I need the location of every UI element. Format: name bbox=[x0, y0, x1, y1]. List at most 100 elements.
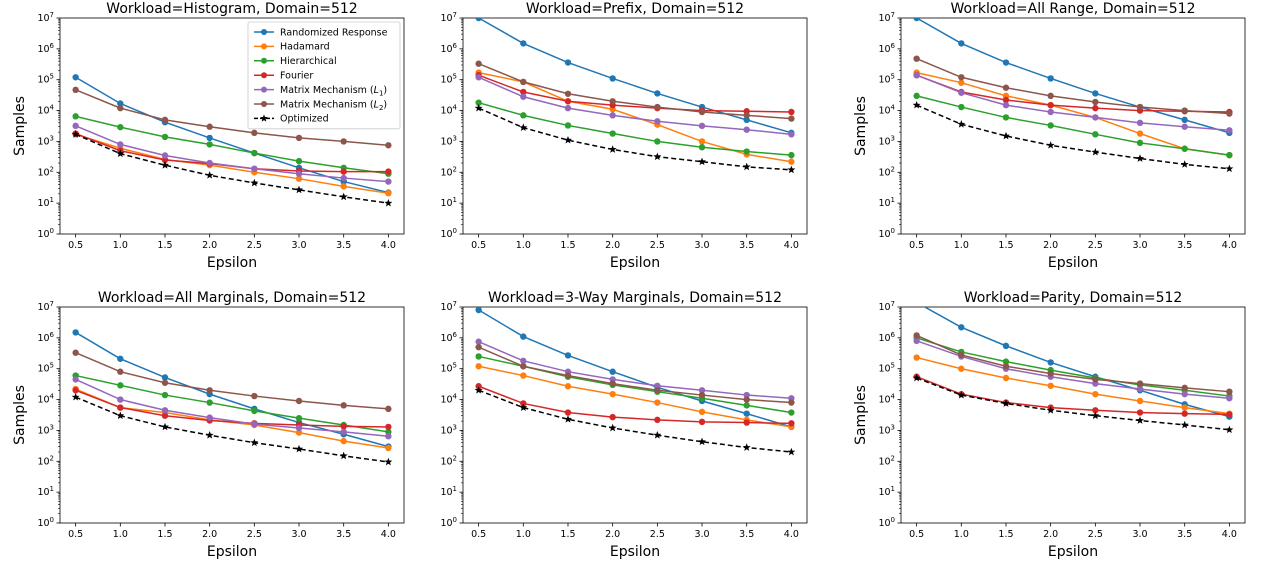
series-line-optimized bbox=[75, 133, 389, 204]
data-point-optimized bbox=[384, 457, 393, 466]
legend-marker bbox=[261, 29, 267, 35]
data-point-optimized bbox=[563, 135, 572, 144]
data-point-matrix-mechanism-l1 bbox=[1136, 119, 1144, 127]
data-point-hierarchical bbox=[1092, 131, 1099, 138]
legend-marker bbox=[261, 43, 267, 50]
data-point-matrix-mechanism-l1 bbox=[913, 337, 920, 345]
y-tick-label: 106 bbox=[878, 42, 895, 55]
series-line-hadamard bbox=[75, 133, 389, 194]
series-line-optimized bbox=[916, 104, 1230, 170]
x-tick-label: 3.0 bbox=[1132, 240, 1147, 251]
data-point-fourier bbox=[1136, 409, 1144, 416]
data-point-optimized bbox=[653, 431, 662, 439]
subplot-2: Workload=Prefix, Domain=512 Epsilon 0.5 1.0… bbox=[440, 1, 808, 271]
y-tick-label: 103 bbox=[878, 134, 895, 147]
data-point-hadamard bbox=[913, 354, 920, 361]
data-point-matrix-mechanism-l1 bbox=[913, 72, 920, 79]
data-point-optimized bbox=[474, 386, 483, 394]
data-point-matrix-mechanism-l1 bbox=[72, 376, 79, 383]
data-point-matrix-mechanism-l2 bbox=[743, 112, 750, 119]
data-point-optimized bbox=[519, 123, 528, 132]
data-point-matrix-mechanism-l2 bbox=[520, 78, 527, 86]
data-point-fourier bbox=[520, 88, 527, 96]
data-point-optimized bbox=[563, 415, 572, 423]
data-point-optimized bbox=[1136, 154, 1145, 162]
data-point-matrix-mechanism-l2 bbox=[72, 86, 79, 94]
x-tick-label: 2.0 bbox=[1043, 529, 1058, 540]
data-point-fourier bbox=[340, 168, 347, 175]
data-point-hadamard bbox=[1002, 374, 1010, 382]
data-point-matrix-mechanism-l1 bbox=[1226, 395, 1233, 402]
y-axis-label: Samples bbox=[853, 385, 869, 445]
data-point-hadamard bbox=[340, 437, 347, 445]
data-point-matrix-mechanism-l2 bbox=[1136, 380, 1144, 387]
y-tick-label: 102 bbox=[440, 165, 457, 178]
y-tick-label: 106 bbox=[440, 42, 457, 55]
y-tick-label: 104 bbox=[440, 393, 457, 406]
data-point-matrix-mechanism-l2 bbox=[564, 90, 572, 97]
data-point-fourier bbox=[788, 108, 795, 116]
y-tick-label: 105 bbox=[440, 73, 457, 86]
data-point-hierarchical bbox=[609, 130, 616, 137]
data-point-matrix-mechanism-l2 bbox=[609, 380, 616, 387]
subplot-5: Workload=3-Way Marginals, Domain=512 Epsi… bbox=[440, 290, 808, 560]
data-point-hierarchical bbox=[1047, 122, 1054, 129]
data-point-optimized bbox=[787, 165, 796, 174]
data-point-optimized bbox=[1225, 425, 1234, 434]
data-point-hierarchical bbox=[1136, 139, 1144, 147]
data-point-hadamard bbox=[295, 429, 303, 436]
data-point-matrix-mechanism-l1 bbox=[520, 357, 527, 365]
x-tick-label: 2.0 bbox=[1043, 240, 1058, 251]
y-tick-label: 101 bbox=[37, 196, 54, 209]
axes-frame bbox=[462, 306, 808, 524]
data-point-hierarchical bbox=[206, 141, 213, 148]
series-line-optimized bbox=[478, 389, 792, 453]
chart-title: Workload=Histogram, Domain=512 bbox=[106, 1, 357, 17]
data-point-fourier bbox=[698, 418, 706, 426]
data-point-optimized bbox=[116, 411, 125, 420]
subplot-3: Workload=All Range, Domain=512 Epsilon Sam… bbox=[853, 1, 1246, 271]
data-point-randomized-response bbox=[475, 18, 482, 22]
data-point-matrix-mechanism-l2 bbox=[1002, 363, 1010, 370]
data-point-matrix-mechanism-l1 bbox=[743, 126, 750, 133]
y-tick-label: 100 bbox=[440, 227, 457, 240]
series-line-hierarchical bbox=[75, 374, 389, 433]
data-point-matrix-mechanism-l1 bbox=[1181, 390, 1188, 398]
data-point-matrix-mechanism-l2 bbox=[1002, 84, 1010, 91]
data-point-hadamard bbox=[958, 365, 965, 372]
data-point-randomized-response bbox=[206, 134, 213, 142]
plot-area bbox=[71, 74, 393, 207]
data-point-optimized bbox=[339, 451, 348, 460]
data-point-optimized bbox=[912, 100, 921, 109]
data-point-matrix-mechanism-l1 bbox=[161, 152, 169, 159]
data-point-optimized bbox=[698, 157, 707, 166]
data-point-matrix-mechanism-l1 bbox=[385, 433, 392, 440]
data-point-matrix-mechanism-l1 bbox=[72, 122, 79, 130]
y-tick-label: 107 bbox=[878, 11, 895, 24]
data-point-hierarchical bbox=[698, 144, 706, 151]
data-point-fourier bbox=[340, 423, 347, 430]
data-point-hierarchical bbox=[520, 112, 527, 119]
subplot-6: Workload=Parity, Domain=512 Epsilon Sample… bbox=[853, 290, 1246, 560]
x-axis-label: Epsilon bbox=[207, 544, 257, 560]
data-point-hierarchical bbox=[1181, 145, 1188, 152]
x-tick-label: 3.5 bbox=[739, 240, 754, 251]
plot-area bbox=[912, 18, 1234, 173]
data-point-hierarchical bbox=[295, 157, 303, 165]
series-line-hierarchical bbox=[916, 337, 1230, 397]
data-point-matrix-mechanism-l1 bbox=[1092, 114, 1099, 121]
series-line-matrix-mechanism-l1 bbox=[75, 125, 389, 183]
y-tick-label: 107 bbox=[440, 300, 457, 313]
y-tick-label: 105 bbox=[440, 362, 457, 375]
x-axis-label: Epsilon bbox=[610, 544, 660, 560]
data-point-matrix-mechanism-l1 bbox=[654, 382, 661, 389]
data-point-hierarchical bbox=[72, 113, 79, 120]
legend-label: Randomized Response bbox=[280, 27, 388, 38]
data-point-fourier bbox=[385, 423, 392, 431]
legend-label: Hierarchical bbox=[280, 56, 337, 67]
data-point-optimized bbox=[1180, 160, 1189, 168]
data-point-hierarchical bbox=[654, 138, 661, 145]
data-point-randomized-response bbox=[913, 299, 919, 305]
y-axis-label: Samples bbox=[853, 96, 869, 156]
